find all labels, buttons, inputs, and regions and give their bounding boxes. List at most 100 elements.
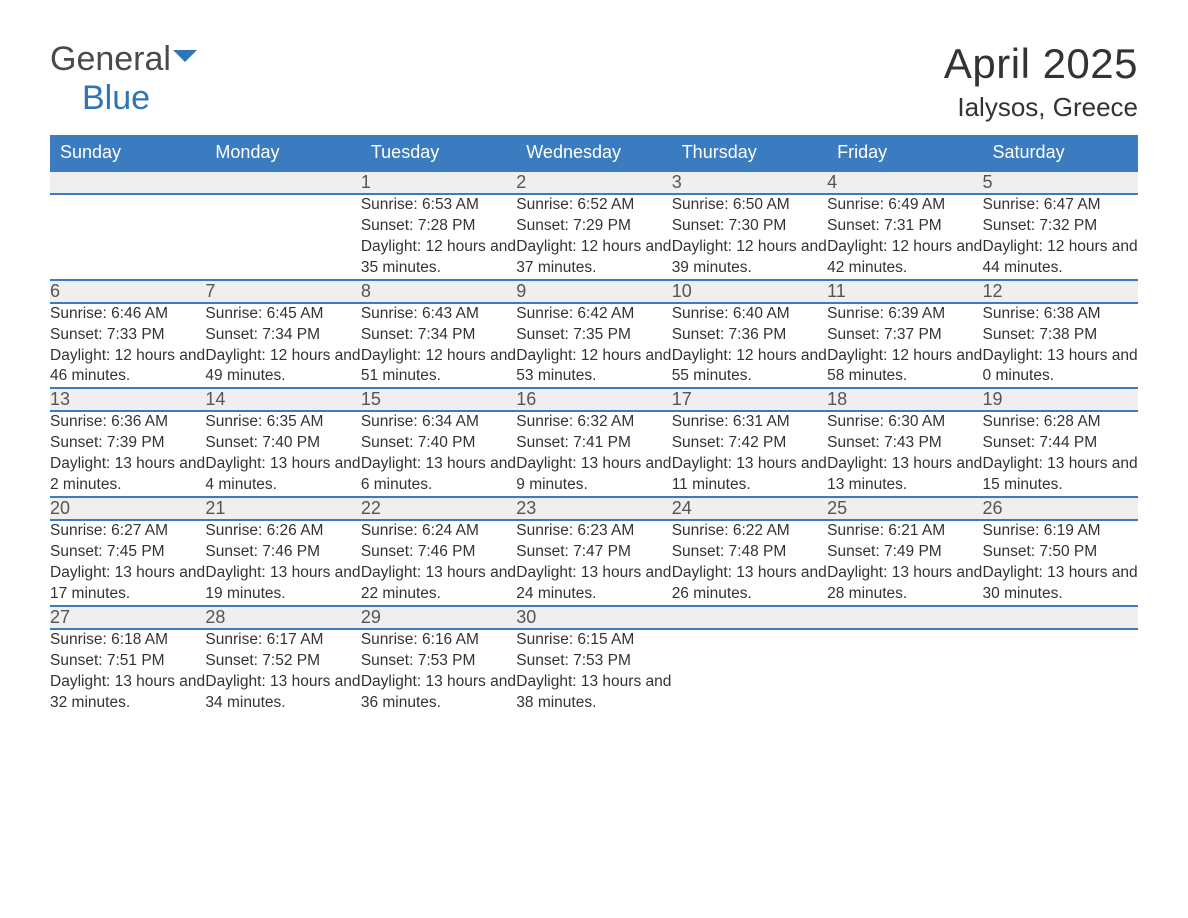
day-number-cell: 18	[827, 388, 982, 411]
sunrise-line: Sunrise: 6:19 AM	[983, 521, 1138, 542]
day-data-row: Sunrise: 6:36 AMSunset: 7:39 PMDaylight:…	[50, 411, 1138, 497]
logo-word-blue: Blue	[82, 79, 150, 117]
page-header: General Blue April 2025 Ialysos, Greece	[50, 40, 1138, 123]
sunset-line: Sunset: 7:41 PM	[516, 433, 671, 454]
day-number-cell: 22	[361, 497, 516, 520]
daylight-line: Daylight: 13 hours and 24 minutes.	[516, 563, 671, 605]
day-data-cell: Sunrise: 6:39 AMSunset: 7:37 PMDaylight:…	[827, 303, 982, 389]
sunset-line: Sunset: 7:53 PM	[516, 651, 671, 672]
weekday-header: Friday	[827, 135, 982, 171]
day-data-cell: Sunrise: 6:43 AMSunset: 7:34 PMDaylight:…	[361, 303, 516, 389]
day-data-cell: Sunrise: 6:21 AMSunset: 7:49 PMDaylight:…	[827, 520, 982, 606]
day-data-row: Sunrise: 6:46 AMSunset: 7:33 PMDaylight:…	[50, 303, 1138, 389]
sunrise-line: Sunrise: 6:52 AM	[516, 195, 671, 216]
day-number-cell: 10	[672, 280, 827, 303]
day-number-cell: 26	[983, 497, 1138, 520]
daylight-line: Daylight: 12 hours and 37 minutes.	[516, 237, 671, 279]
sunrise-line: Sunrise: 6:18 AM	[50, 630, 205, 651]
sunrise-line: Sunrise: 6:42 AM	[516, 304, 671, 325]
sunrise-line: Sunrise: 6:27 AM	[50, 521, 205, 542]
sunrise-line: Sunrise: 6:46 AM	[50, 304, 205, 325]
daylight-line: Daylight: 13 hours and 6 minutes.	[361, 454, 516, 496]
day-data-cell: Sunrise: 6:50 AMSunset: 7:30 PMDaylight:…	[672, 194, 827, 280]
sunrise-line: Sunrise: 6:28 AM	[983, 412, 1138, 433]
day-number-cell: 11	[827, 280, 982, 303]
daylight-line: Daylight: 12 hours and 42 minutes.	[827, 237, 982, 279]
day-data-cell: Sunrise: 6:36 AMSunset: 7:39 PMDaylight:…	[50, 411, 205, 497]
day-data-cell: Sunrise: 6:28 AMSunset: 7:44 PMDaylight:…	[983, 411, 1138, 497]
daylight-line: Daylight: 13 hours and 34 minutes.	[205, 672, 360, 714]
day-data-cell: Sunrise: 6:42 AMSunset: 7:35 PMDaylight:…	[516, 303, 671, 389]
day-number-cell: 3	[672, 171, 827, 194]
day-number-cell: 14	[205, 388, 360, 411]
day-number-row: 6789101112	[50, 280, 1138, 303]
day-number-cell	[672, 606, 827, 629]
daylight-line: Daylight: 13 hours and 36 minutes.	[361, 672, 516, 714]
daylight-line: Daylight: 12 hours and 51 minutes.	[361, 346, 516, 388]
day-data-row: Sunrise: 6:27 AMSunset: 7:45 PMDaylight:…	[50, 520, 1138, 606]
weekday-header: Monday	[205, 135, 360, 171]
day-number-cell: 7	[205, 280, 360, 303]
sunrise-line: Sunrise: 6:24 AM	[361, 521, 516, 542]
sunrise-line: Sunrise: 6:32 AM	[516, 412, 671, 433]
sunset-line: Sunset: 7:38 PM	[983, 325, 1138, 346]
title-block: April 2025 Ialysos, Greece	[944, 40, 1138, 123]
weekday-header: Thursday	[672, 135, 827, 171]
location-label: Ialysos, Greece	[944, 92, 1138, 123]
day-data-cell: Sunrise: 6:47 AMSunset: 7:32 PMDaylight:…	[983, 194, 1138, 280]
day-number-cell: 16	[516, 388, 671, 411]
day-number-cell: 1	[361, 171, 516, 194]
sunset-line: Sunset: 7:40 PM	[205, 433, 360, 454]
day-number-cell: 19	[983, 388, 1138, 411]
logo-word-general: General	[50, 40, 171, 78]
sunset-line: Sunset: 7:50 PM	[983, 542, 1138, 563]
day-number-cell: 6	[50, 280, 205, 303]
daylight-line: Daylight: 12 hours and 58 minutes.	[827, 346, 982, 388]
daylight-line: Daylight: 13 hours and 26 minutes.	[672, 563, 827, 605]
sunset-line: Sunset: 7:45 PM	[50, 542, 205, 563]
day-number-cell: 9	[516, 280, 671, 303]
day-data-cell: Sunrise: 6:23 AMSunset: 7:47 PMDaylight:…	[516, 520, 671, 606]
day-data-cell: Sunrise: 6:18 AMSunset: 7:51 PMDaylight:…	[50, 629, 205, 714]
day-number-cell: 28	[205, 606, 360, 629]
day-number-cell: 25	[827, 497, 982, 520]
day-data-row: Sunrise: 6:18 AMSunset: 7:51 PMDaylight:…	[50, 629, 1138, 714]
sunset-line: Sunset: 7:42 PM	[672, 433, 827, 454]
daylight-line: Daylight: 12 hours and 44 minutes.	[983, 237, 1138, 279]
day-data-cell: Sunrise: 6:26 AMSunset: 7:46 PMDaylight:…	[205, 520, 360, 606]
sunset-line: Sunset: 7:46 PM	[205, 542, 360, 563]
sunset-line: Sunset: 7:34 PM	[205, 325, 360, 346]
day-data-cell: Sunrise: 6:32 AMSunset: 7:41 PMDaylight:…	[516, 411, 671, 497]
day-number-row: 12345	[50, 171, 1138, 194]
day-number-cell: 5	[983, 171, 1138, 194]
day-data-cell: Sunrise: 6:34 AMSunset: 7:40 PMDaylight:…	[361, 411, 516, 497]
weekday-header: Wednesday	[516, 135, 671, 171]
day-number-cell: 17	[672, 388, 827, 411]
day-number-cell: 21	[205, 497, 360, 520]
daylight-line: Daylight: 13 hours and 30 minutes.	[983, 563, 1138, 605]
day-data-cell: Sunrise: 6:46 AMSunset: 7:33 PMDaylight:…	[50, 303, 205, 389]
sunrise-line: Sunrise: 6:53 AM	[361, 195, 516, 216]
day-number-cell: 2	[516, 171, 671, 194]
weekday-header: Saturday	[983, 135, 1138, 171]
sunrise-line: Sunrise: 6:22 AM	[672, 521, 827, 542]
day-data-cell: Sunrise: 6:16 AMSunset: 7:53 PMDaylight:…	[361, 629, 516, 714]
day-data-cell: Sunrise: 6:22 AMSunset: 7:48 PMDaylight:…	[672, 520, 827, 606]
day-number-cell: 4	[827, 171, 982, 194]
sunrise-line: Sunrise: 6:43 AM	[361, 304, 516, 325]
sunset-line: Sunset: 7:44 PM	[983, 433, 1138, 454]
sunrise-line: Sunrise: 6:17 AM	[205, 630, 360, 651]
sunrise-line: Sunrise: 6:23 AM	[516, 521, 671, 542]
sunset-line: Sunset: 7:28 PM	[361, 216, 516, 237]
sunset-line: Sunset: 7:43 PM	[827, 433, 982, 454]
sunrise-line: Sunrise: 6:15 AM	[516, 630, 671, 651]
day-number-row: 27282930	[50, 606, 1138, 629]
daylight-line: Daylight: 12 hours and 39 minutes.	[672, 237, 827, 279]
day-data-cell	[672, 629, 827, 714]
day-data-cell: Sunrise: 6:15 AMSunset: 7:53 PMDaylight:…	[516, 629, 671, 714]
day-data-cell	[983, 629, 1138, 714]
sunrise-line: Sunrise: 6:35 AM	[205, 412, 360, 433]
daylight-line: Daylight: 13 hours and 17 minutes.	[50, 563, 205, 605]
flag-icon	[171, 57, 199, 74]
day-data-row: Sunrise: 6:53 AMSunset: 7:28 PMDaylight:…	[50, 194, 1138, 280]
